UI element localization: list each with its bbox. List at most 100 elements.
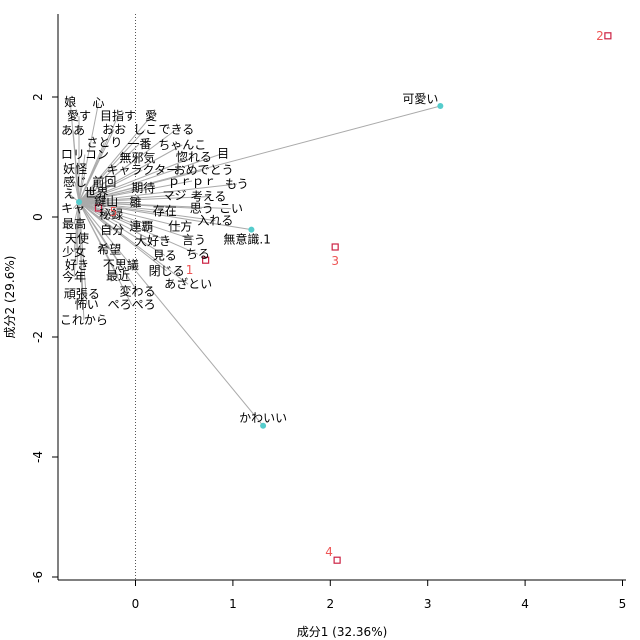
y-tick-label: 0 xyxy=(31,213,45,221)
word-label: しこ xyxy=(133,122,157,136)
y-axis-title: 成分2 (29.6%) xyxy=(3,256,17,339)
word-label: 感じ xyxy=(63,174,87,189)
word-label: 愛 xyxy=(145,109,157,123)
doc-label: 5 xyxy=(110,205,118,219)
word-label: 心 xyxy=(92,96,104,110)
word-label: もう xyxy=(225,177,249,191)
loading-line xyxy=(78,201,252,231)
word-label: 鍵山 xyxy=(94,193,118,208)
highlight-word-label: 無意識.1 xyxy=(223,232,270,247)
word-label: 前回 xyxy=(92,174,116,189)
word-label: おめでとう xyxy=(174,163,234,177)
loading-line xyxy=(78,201,264,427)
x-tick-label: 4 xyxy=(521,597,529,611)
word-label: マジ xyxy=(162,188,186,202)
word-label: 目指す xyxy=(100,108,136,123)
word-label: 希望 xyxy=(97,241,121,256)
loading-line xyxy=(78,192,97,203)
word-label: 言う xyxy=(182,233,206,247)
word-label: 愛す xyxy=(67,109,91,123)
loading-line xyxy=(78,187,144,203)
word-label: 入れる xyxy=(197,214,233,228)
doc-point xyxy=(202,256,210,264)
word-label: 閉じる xyxy=(149,264,185,278)
loading-line xyxy=(78,201,133,305)
word-label: 考える xyxy=(191,190,227,204)
word-label: 惚れる xyxy=(176,149,212,164)
word-label: 少女 xyxy=(62,244,86,259)
labels-layer: 娘心愛す 目指す 愛ああ おお しこ できるさとり 一番 ちゃんこロリコン 無邪気 惚れる 目妖怪キ… xyxy=(60,29,604,559)
doc-label: 4 xyxy=(325,545,333,559)
loading-line xyxy=(78,180,193,203)
highlight-word-label: 可愛い xyxy=(402,92,438,106)
word-label: 妖怪 xyxy=(63,162,87,176)
word-label: できる xyxy=(159,122,195,136)
doc-label: 3 xyxy=(331,254,339,268)
loading-line xyxy=(78,129,146,203)
loading-line xyxy=(78,201,189,285)
word-label: 最高 xyxy=(62,216,86,231)
word-label: 無邪気 xyxy=(119,150,155,165)
word-label: ロリコン xyxy=(61,148,109,162)
x-tick-label: 1 xyxy=(229,597,237,611)
word-label: 期待 xyxy=(131,181,155,195)
word-cluster-point xyxy=(76,199,83,205)
word-label: 怖い xyxy=(75,297,99,312)
word-label: キャラクター xyxy=(107,163,179,177)
word-label: ちる xyxy=(186,247,210,261)
loading-line xyxy=(78,183,237,203)
doc-point xyxy=(604,32,612,40)
word-label: 頑張る xyxy=(64,287,100,301)
loading-line xyxy=(78,143,140,203)
loading-line xyxy=(78,129,115,203)
loading-line xyxy=(78,156,195,203)
loading-line xyxy=(78,201,154,242)
loading-line xyxy=(78,105,441,203)
highlight-word-label: かわいい xyxy=(239,411,287,425)
word-label: キャ xyxy=(61,202,85,216)
loading-line xyxy=(78,142,105,203)
loading-line xyxy=(78,201,138,292)
word-label: さとり xyxy=(86,136,122,150)
word-label: 天使 xyxy=(65,231,89,246)
loading-line xyxy=(78,201,231,210)
word-label: ちゃんこ xyxy=(158,138,206,152)
loading-line xyxy=(78,144,183,203)
word-point xyxy=(260,422,267,429)
word-label: 連覇 xyxy=(129,220,153,234)
loading-line xyxy=(78,102,99,203)
word-label: 世界 xyxy=(85,186,109,200)
loading-line xyxy=(74,182,80,203)
doc-label: 1 xyxy=(186,263,194,277)
loading-line xyxy=(78,154,86,203)
word-label: 自分 xyxy=(100,223,124,237)
word-label: え xyxy=(63,187,75,201)
y-tick-label: -4 xyxy=(31,451,45,463)
word-label: 最近 xyxy=(106,269,130,283)
word-label: 不思議 xyxy=(103,258,139,272)
word-label: 雛 xyxy=(129,195,141,210)
y-tick-label: -6 xyxy=(31,571,45,583)
word-label: こい xyxy=(219,202,243,216)
x-tick-label: 3 xyxy=(424,597,432,611)
word-label: 秘録 xyxy=(99,207,123,222)
loading-line xyxy=(78,152,224,203)
word-label: 見る xyxy=(153,248,177,262)
loading-line xyxy=(78,201,85,321)
loading-line xyxy=(73,201,80,278)
axes-layer xyxy=(57,14,626,581)
word-label: 今年 xyxy=(62,269,86,284)
word-label: 一番 xyxy=(127,137,151,151)
x-tick-label: 5 xyxy=(619,597,627,611)
word-label: 仕方 xyxy=(168,219,192,234)
word-label: 存在 xyxy=(153,204,177,218)
word-label: ぺろぺろ xyxy=(108,298,156,312)
doc-point xyxy=(333,556,341,564)
word-label: ｐｒｐｒ xyxy=(168,174,216,188)
word-label: おお xyxy=(102,122,126,136)
word-label: 変わる xyxy=(119,283,155,298)
loading-line xyxy=(78,201,88,305)
doc-label: 2 xyxy=(596,29,604,43)
word-label: 目 xyxy=(217,146,229,160)
